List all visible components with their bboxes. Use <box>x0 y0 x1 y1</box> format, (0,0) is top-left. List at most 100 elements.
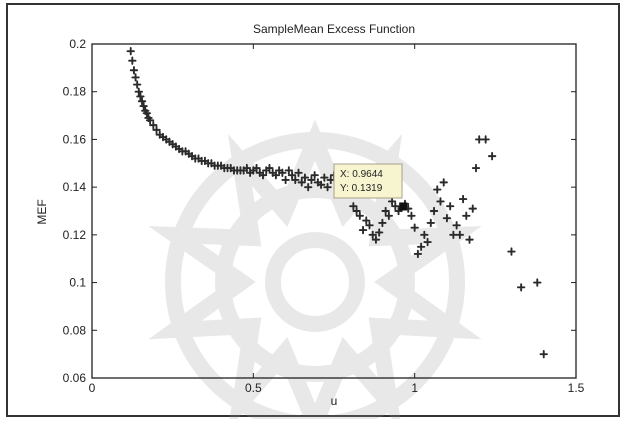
data-tip: X: 0.9644 Y: 0.1319 <box>333 163 403 199</box>
scatter-point <box>407 211 416 220</box>
scatter-point <box>320 173 329 182</box>
y-tick-label: 0.08 <box>63 323 87 337</box>
data-tip-box <box>333 163 403 199</box>
y-tick-label: 0.14 <box>63 180 87 194</box>
scatter-point <box>391 202 400 211</box>
y-tick-label: 0.1 <box>69 276 86 290</box>
scatter-point <box>145 116 155 125</box>
scatter-points <box>126 47 548 359</box>
scatter-point <box>362 216 371 225</box>
scatter-point <box>410 223 419 232</box>
x-tick-label: 0 <box>89 381 96 395</box>
scatter-point <box>326 175 335 185</box>
scatter-point <box>281 175 290 185</box>
y-axis-ticks: 0.06 0.08 0.1 0.12 0.14 0.16 0.18 0.2 <box>63 37 576 385</box>
scatter-point <box>539 349 548 359</box>
data-tip-marker <box>399 202 408 211</box>
scatter-point <box>462 211 471 220</box>
scatter-point <box>375 228 384 237</box>
scatter-point <box>413 249 423 259</box>
scatter-point <box>142 109 152 118</box>
scatter-point <box>133 80 142 89</box>
y-tick-label: 0.12 <box>63 228 87 242</box>
scatter-point <box>310 171 319 180</box>
scatter-point <box>439 178 448 187</box>
y-tick-label: 0.2 <box>69 37 86 51</box>
scatter-point <box>442 214 452 223</box>
x-axis-ticks: 0 0.5 1 1.5 <box>89 44 585 395</box>
scatter-point <box>352 206 361 216</box>
y-axis-label: MEF <box>35 199 49 224</box>
scatter-point <box>137 97 147 106</box>
scatter-point <box>507 247 516 256</box>
scatter-point <box>378 218 387 228</box>
scatter-point <box>423 237 432 247</box>
figure-border <box>6 3 620 417</box>
scatter-point <box>468 204 477 213</box>
scatter-point <box>316 180 326 189</box>
scatter-point <box>481 135 490 144</box>
scatter-point <box>471 163 481 173</box>
scatter-point <box>394 206 403 216</box>
x-axis-label: u <box>331 394 338 408</box>
scatter-point <box>387 197 397 206</box>
scatter-point <box>475 135 484 144</box>
scatter-point <box>349 202 358 211</box>
scatter-point <box>487 151 497 161</box>
scatter-point <box>152 125 161 135</box>
scatter-point <box>294 168 303 177</box>
scatter-point <box>416 242 426 251</box>
scatter-point <box>358 225 368 235</box>
scatter-point <box>426 218 435 228</box>
scatter-point <box>429 206 439 216</box>
scatter-point <box>271 171 281 180</box>
scatter-point <box>278 168 287 177</box>
scatter-point <box>291 175 300 185</box>
scatter-point <box>452 221 461 230</box>
scatter-point <box>355 211 364 220</box>
x-tick-label: 0.5 <box>245 381 262 395</box>
scatter-point <box>252 163 261 173</box>
scatter-point <box>455 230 464 240</box>
scatter-point <box>368 230 377 240</box>
plot-area <box>91 43 577 379</box>
scatter-point <box>128 56 137 65</box>
scatter-point <box>446 202 455 211</box>
scatter-point <box>323 182 332 192</box>
scatter-point <box>284 166 293 175</box>
scatter-point <box>287 171 297 180</box>
scatter-point <box>465 235 474 244</box>
scatter-point <box>381 206 390 216</box>
y-tick-label: 0.06 <box>63 371 87 385</box>
scatter-point <box>149 120 158 130</box>
x-tick-label: 1 <box>411 381 418 395</box>
x-tick-label: 1.5 <box>568 381 585 395</box>
data-tip-x: X: 0.9644 <box>340 169 383 180</box>
scatter-point <box>458 194 468 204</box>
scatter-point <box>433 185 442 194</box>
scatter-point <box>242 163 252 173</box>
scatter-point <box>265 163 274 173</box>
scatter-point <box>516 283 526 292</box>
scatter-point <box>300 173 310 182</box>
scatter-point <box>436 197 445 206</box>
scatter-point <box>297 178 306 187</box>
y-tick-label: 0.18 <box>63 85 87 99</box>
scatter-point <box>136 92 145 101</box>
watermark-ornament <box>148 119 482 424</box>
scatter-point <box>126 47 135 56</box>
scatter-point <box>129 66 139 75</box>
scatter-point <box>139 101 148 111</box>
scatter-point <box>304 182 313 192</box>
scatter-point <box>384 211 394 220</box>
scatter-point <box>533 278 542 287</box>
y-tick-label: 0.16 <box>63 132 87 146</box>
scatter-point <box>371 235 381 244</box>
data-tip-y: Y: 0.1319 <box>340 183 383 194</box>
scatter-point <box>134 87 143 96</box>
scatter-point <box>131 73 140 82</box>
scatter-point <box>420 230 429 240</box>
chart-title: SampleMean Excess Function <box>253 22 415 36</box>
